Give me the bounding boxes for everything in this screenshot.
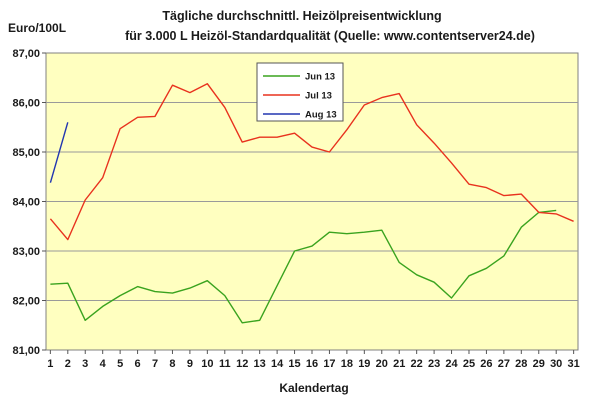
y-tick-label: 85,00 — [12, 147, 40, 159]
x-tick-label: 15 — [288, 358, 300, 370]
x-tick-label: 31 — [568, 358, 580, 370]
x-tick-label: 7 — [152, 358, 158, 370]
legend: Jun 13 Jul 13 Aug 13 — [256, 62, 344, 122]
y-axis-ticks: 81,00 82,00 83,00 84,00 85,00 86,00 87,00 — [12, 48, 46, 357]
x-tick-label: 22 — [411, 358, 423, 370]
x-tick-label: 1 — [47, 358, 53, 370]
x-tick-label: 20 — [376, 358, 388, 370]
series-line-aug-13 — [49, 122, 69, 183]
x-tick-label: 3 — [82, 358, 88, 370]
series-layer — [49, 82, 574, 324]
x-tick-label: 5 — [117, 358, 123, 370]
x-tick-label: 11 — [219, 358, 231, 370]
legend-label: Aug 13 — [305, 110, 337, 121]
x-tick-label: 30 — [550, 358, 562, 370]
x-tick-label: 17 — [323, 358, 335, 370]
x-tick-label: 13 — [254, 358, 266, 370]
x-tick-label: 18 — [341, 358, 353, 370]
x-tick-label: 2 — [65, 358, 71, 370]
y-tick-label: 87,00 — [12, 48, 40, 60]
x-tick-label: 16 — [306, 358, 318, 370]
y-tick-label: 83,00 — [12, 246, 40, 258]
y-tick-label: 86,00 — [12, 98, 40, 110]
x-tick-label: 12 — [236, 358, 248, 370]
y-tick-label: 84,00 — [12, 197, 40, 209]
x-tick-label: 28 — [515, 358, 527, 370]
x-tick-label: 23 — [428, 358, 440, 370]
series-line-jun-13 — [50, 209, 557, 324]
x-tick-label: 29 — [533, 358, 545, 370]
legend-label: Jul 13 — [305, 91, 332, 102]
x-tick-label: 8 — [169, 358, 175, 370]
x-tick-label: 21 — [393, 358, 405, 370]
legend-box — [256, 62, 344, 122]
legend-label: Jun 13 — [305, 72, 335, 83]
x-tick-label: 4 — [100, 358, 107, 370]
x-tick-label: 9 — [187, 358, 193, 370]
chart-title-line2: für 3.000 L Heizöl-Standardqualität (Que… — [125, 29, 535, 43]
x-tick-label: 6 — [135, 358, 141, 370]
chart-title-line1: Tägliche durchschnittl. Heizölpreisentwi… — [162, 9, 441, 23]
y-tick-label: 81,00 — [12, 345, 40, 357]
y-tick-label: 82,00 — [12, 296, 40, 308]
x-tick-label: 27 — [498, 358, 510, 370]
x-tick-label: 25 — [463, 358, 475, 370]
x-tick-label: 10 — [201, 358, 213, 370]
x-axis-label: Kalendertag — [279, 381, 348, 395]
x-tick-label: 14 — [271, 358, 284, 370]
y-axis-label: Euro/100L — [8, 21, 66, 35]
x-tick-label: 19 — [358, 358, 370, 370]
series-line-jul-13 — [49, 82, 574, 241]
x-tick-label: 26 — [480, 358, 492, 370]
x-axis-ticks: 1 2 3 4 5 6 7 8 9 10 11 12 13 14 15 16 17 18 19 20 21 22 23 24 2… — [47, 350, 580, 370]
x-tick-label: 24 — [445, 358, 458, 370]
